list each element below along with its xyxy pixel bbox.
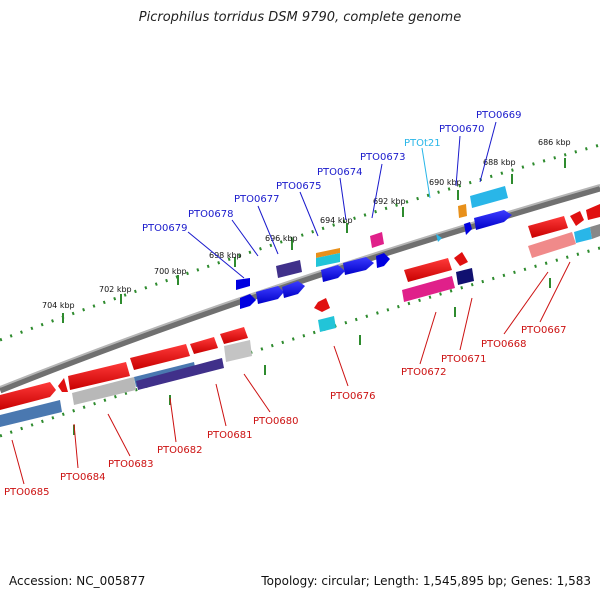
gene-PTO0670b[interactable]: [464, 222, 472, 235]
gene-label[interactable]: PTO0682: [157, 445, 202, 456]
gene-label[interactable]: PTO0680: [253, 416, 298, 427]
gene-label[interactable]: PTO0678: [188, 209, 233, 220]
gene-PTO0685[interactable]: [0, 382, 56, 410]
gene-label[interactable]: PTO0685: [4, 487, 49, 498]
gene-PTO0679[interactable]: [236, 278, 250, 290]
gene-PTO0680[interactable]: [220, 327, 248, 344]
gene-label[interactable]: PTO0669: [476, 110, 521, 121]
gene-label[interactable]: PTO0683: [108, 459, 153, 470]
gene-PTO0667a[interactable]: [570, 211, 584, 226]
gene-label[interactable]: PTO0667: [521, 325, 566, 336]
gene-label[interactable]: PTO0679: [142, 223, 187, 234]
gene-PTO0671a[interactable]: [454, 252, 468, 266]
gene-PTO0667b[interactable]: [586, 204, 600, 220]
kbp-label: 690 kbp: [429, 178, 462, 187]
top-leader-lines: [187, 121, 497, 279]
gene-PTO0672[interactable]: [404, 258, 452, 282]
gene-PTO0667c[interactable]: [574, 227, 592, 243]
gene-PTO0672b[interactable]: [402, 276, 455, 302]
gene-label[interactable]: PTO0668: [481, 339, 526, 350]
gene-PTO0675a[interactable]: [282, 281, 305, 298]
gene-PTO0680b[interactable]: [224, 340, 252, 362]
gene-PTO0668b[interactable]: [528, 232, 576, 258]
reverse-genes: [0, 204, 600, 427]
gene-orange-a[interactable]: [316, 248, 340, 258]
forward-genes: [236, 186, 512, 309]
accession-label: Accession: NC_005877: [9, 574, 146, 588]
trna-label[interactable]: PTOt21: [404, 138, 441, 149]
gene-label[interactable]: PTO0670: [439, 124, 484, 135]
trna-leader-line: [421, 147, 431, 199]
gene-label[interactable]: PTO0672: [401, 367, 446, 378]
kbp-label: 694 kbp: [320, 216, 353, 225]
scale-line-outer: [0, 143, 600, 342]
map-title: Picrophilus torridus DSM 9790, complete …: [138, 10, 462, 25]
gene-PTO0677[interactable]: [256, 286, 284, 304]
gene-PTO0670[interactable]: [458, 204, 467, 218]
kbp-label: 700 kbp: [154, 267, 187, 276]
kbp-label: 696 kbp: [265, 234, 298, 243]
gene-PTO0676b[interactable]: [318, 316, 336, 332]
kbp-label: 686 kbp: [538, 138, 571, 147]
gene-label[interactable]: PTO0673: [360, 152, 405, 163]
gene-PTO0668[interactable]: [528, 216, 568, 238]
gene-PTO0669[interactable]: [470, 186, 508, 208]
gene-PTO0669b[interactable]: [474, 210, 512, 230]
kbp-tick-marks: [62, 158, 566, 435]
gene-PTO0683[interactable]: [68, 362, 130, 390]
gene-label[interactable]: PTO0675: [276, 181, 321, 192]
gene-PTO0681[interactable]: [190, 337, 218, 354]
gene-PTO0678[interactable]: [240, 294, 256, 309]
gene-PTO0682[interactable]: [130, 344, 190, 370]
gene-label[interactable]: PTO0676: [330, 391, 375, 402]
bottom-leader-lines: [11, 261, 571, 485]
trna-PTOt21[interactable]: [436, 234, 442, 242]
gene-PTO0675[interactable]: [276, 260, 302, 278]
gene-label[interactable]: PTO0681: [207, 430, 252, 441]
kbp-label: 704 kbp: [42, 301, 75, 310]
gene-PTO0684b[interactable]: [72, 377, 136, 405]
gene-PTO0685b[interactable]: [0, 400, 62, 427]
gene-PTO0673b[interactable]: [376, 253, 390, 268]
gene-label[interactable]: PTO0684: [60, 472, 105, 483]
gene-PTO0667d[interactable]: [590, 224, 600, 239]
gene-PTO0682b[interactable]: [136, 358, 224, 390]
kbp-label: 698 kbp: [209, 251, 242, 260]
gene-PTO0676[interactable]: [314, 298, 330, 312]
gene-label[interactable]: PTO0671: [441, 354, 486, 365]
kbp-label: 702 kbp: [99, 285, 132, 294]
gene-cyan-a[interactable]: [316, 253, 340, 267]
topology-label: Topology: circular; Length: 1,545,895 bp…: [261, 574, 591, 588]
scale-line-inner: [0, 246, 600, 438]
kbp-label: 688 kbp: [483, 158, 516, 167]
gene-PTO0684[interactable]: [58, 378, 68, 392]
gene-PTO0674[interactable]: [321, 265, 345, 282]
gene-PTO0673a[interactable]: [343, 257, 374, 275]
kbp-label: 692 kbp: [373, 197, 406, 206]
gene-PTO0673[interactable]: [370, 232, 384, 248]
gene-label[interactable]: PTO0674: [317, 167, 362, 178]
gene-label[interactable]: PTO0677: [234, 194, 279, 205]
gene-PTO0671[interactable]: [456, 268, 474, 285]
